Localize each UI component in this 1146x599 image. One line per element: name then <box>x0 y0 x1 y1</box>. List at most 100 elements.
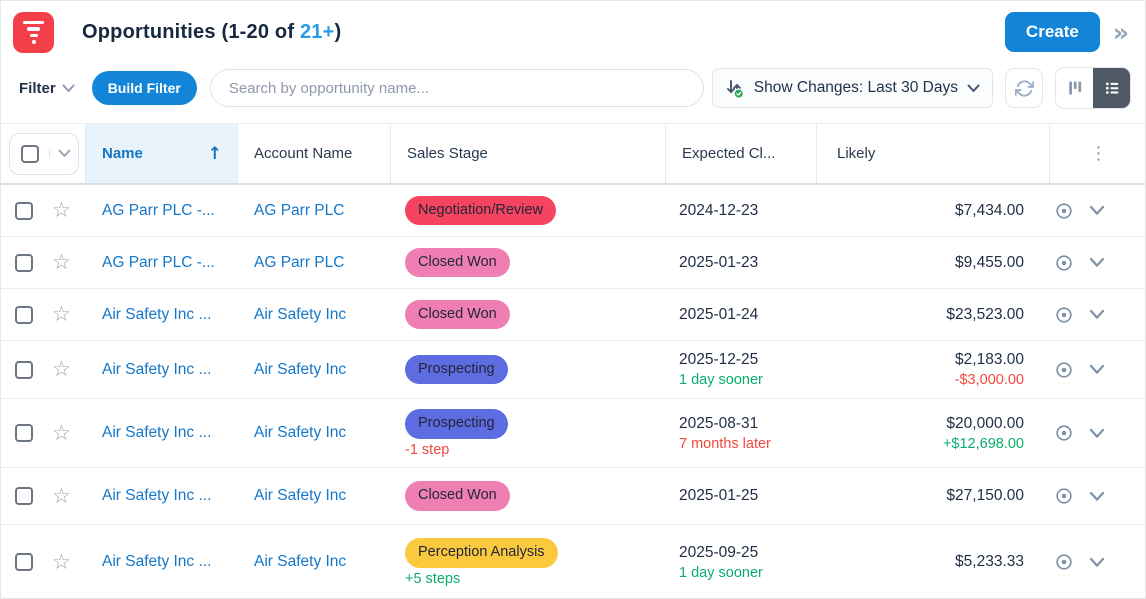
opportunity-name-link[interactable]: Air Safety Inc ... <box>102 424 212 441</box>
row-checkbox[interactable] <box>15 253 33 272</box>
account-name-link[interactable]: Air Safety Inc <box>254 424 347 441</box>
column-header-actions: ⋮ <box>1050 124 1145 183</box>
column-header-likely[interactable]: Likely <box>817 124 1050 183</box>
toolbar: Filter Build Filter Show Changes: Last 3… <box>1 66 1145 110</box>
kebab-menu-icon[interactable]: ⋮ <box>1089 143 1108 164</box>
row-expand-chevron-icon[interactable] <box>1089 428 1105 439</box>
row-expand-chevron-icon[interactable] <box>1089 309 1105 320</box>
column-header-account-name[interactable]: Account Name <box>238 124 391 183</box>
likely-amount: $2,183.00 <box>955 351 1024 369</box>
amount-change-note: -$3,000.00 <box>954 372 1024 389</box>
opportunity-name-link[interactable]: Air Safety Inc ... <box>102 305 212 323</box>
likely-amount: $27,150.00 <box>946 487 1024 504</box>
title-suffix: ) <box>334 20 342 43</box>
row-expand-chevron-icon[interactable] <box>1089 364 1105 375</box>
double-chevron-right-icon[interactable]: » <box>1112 17 1129 47</box>
table-row[interactable]: ☆ AG Parr PLC -... AG Parr PLC Closed Wo… <box>1 237 1145 289</box>
build-filter-button[interactable]: Build Filter <box>91 71 197 105</box>
row-checkbox[interactable] <box>15 201 33 220</box>
row-checkbox[interactable] <box>15 487 33 505</box>
table-header: Name ↑ Account Name Sales Stage Expected… <box>1 123 1145 185</box>
row-expand-chevron-icon[interactable] <box>1089 205 1105 216</box>
expected-close-date: 2025-09-25 <box>679 543 759 561</box>
sales-stage-badge: Perception Analysis <box>405 537 558 568</box>
chevron-down-icon <box>967 84 980 93</box>
filter-dropdown[interactable]: Filter <box>19 80 75 97</box>
star-icon[interactable]: ☆ <box>52 357 71 381</box>
opportunity-name-link[interactable]: Air Safety Inc ... <box>102 360 212 378</box>
account-name-link[interactable]: Air Safety Inc <box>254 305 347 323</box>
star-icon[interactable]: ☆ <box>52 483 71 508</box>
account-name-link[interactable]: AG Parr PLC <box>254 201 345 219</box>
sales-stage-badge: Prospecting <box>405 408 508 439</box>
title-text: Opportunities (1-20 of <box>82 20 300 43</box>
date-change-note: 1 day sooner <box>679 564 763 581</box>
table-row[interactable]: ☆ Air Safety Inc ... Air Safety Inc Perc… <box>1 525 1145 598</box>
likely-amount: $5,233.33 <box>955 553 1024 570</box>
amount-change-note: +$12,698.00 <box>942 435 1024 452</box>
preview-eye-icon[interactable] <box>1054 552 1074 572</box>
refresh-icon <box>1014 79 1034 98</box>
table-row[interactable]: ☆ Air Safety Inc ... Air Safety Inc Clos… <box>1 289 1145 341</box>
show-changes-dropdown[interactable]: Show Changes: Last 30 Days <box>711 68 993 108</box>
star-icon[interactable]: ☆ <box>52 302 71 326</box>
table-row[interactable]: ☆ Air Safety Inc ... Air Safety Inc Clos… <box>1 468 1145 525</box>
column-header-name[interactable]: Name ↑ <box>86 124 238 183</box>
date-change-note: 1 day sooner <box>679 372 763 389</box>
preview-eye-icon[interactable] <box>1054 201 1074 221</box>
row-checkbox[interactable] <box>15 360 33 379</box>
row-expand-chevron-icon[interactable] <box>1089 491 1105 502</box>
row-expand-chevron-icon[interactable] <box>1089 257 1105 268</box>
row-checkbox[interactable] <box>15 553 33 571</box>
opportunity-name-link[interactable]: Air Safety Inc ... <box>102 487 212 504</box>
likely-amount: $20,000.00 <box>946 414 1024 432</box>
stage-change-note: +5 steps <box>405 570 461 587</box>
chevron-down-icon <box>62 84 75 93</box>
expected-close-date: 2025-01-25 <box>679 487 759 504</box>
account-name-link[interactable]: AG Parr PLC <box>254 253 345 271</box>
likely-amount: $23,523.00 <box>946 305 1024 323</box>
table-row[interactable]: ☆ Air Safety Inc ... Air Safety Inc Pros… <box>1 399 1145 468</box>
preview-eye-icon[interactable] <box>1054 423 1074 443</box>
search-input[interactable] <box>209 69 704 107</box>
list-view-button[interactable] <box>1093 68 1130 108</box>
funnel-logo-icon[interactable] <box>13 11 54 53</box>
table-row[interactable]: ☆ Air Safety Inc ... Air Safety Inc Pros… <box>1 341 1145 399</box>
sales-stage-badge: Negotiation/Review <box>405 195 556 226</box>
select-all-checkbox[interactable] <box>20 144 39 163</box>
select-menu-chevron[interactable] <box>49 149 78 158</box>
sales-stage-badge: Closed Won <box>405 299 510 330</box>
kanban-view-button[interactable] <box>1056 68 1093 108</box>
sales-stage-badge: Prospecting <box>405 354 508 385</box>
likely-amount: $9,455.00 <box>955 253 1024 271</box>
account-name-link[interactable]: Air Safety Inc <box>254 360 347 378</box>
refresh-button[interactable] <box>1005 68 1043 108</box>
row-checkbox[interactable] <box>15 305 33 324</box>
view-toggle <box>1055 67 1131 109</box>
expected-close-date: 2025-01-23 <box>679 253 759 271</box>
create-button[interactable]: Create <box>1004 12 1100 52</box>
star-icon[interactable]: ☆ <box>52 420 71 445</box>
table-row[interactable]: ☆ AG Parr PLC -... AG Parr PLC Negotiati… <box>1 185 1145 237</box>
record-count[interactable]: 21+ <box>299 20 335 43</box>
preview-eye-icon[interactable] <box>1054 360 1074 380</box>
row-checkbox[interactable] <box>15 424 33 442</box>
star-icon[interactable]: ☆ <box>52 250 71 274</box>
sort-ascending-icon[interactable]: ↑ <box>207 143 222 164</box>
star-icon[interactable]: ☆ <box>52 549 71 574</box>
preview-eye-icon[interactable] <box>1054 305 1074 325</box>
opportunity-name-link[interactable]: Air Safety Inc ... <box>102 553 212 570</box>
column-header-sales-stage[interactable]: Sales Stage <box>391 124 666 183</box>
account-name-link[interactable]: Air Safety Inc <box>254 553 347 570</box>
opportunity-name-link[interactable]: AG Parr PLC -... <box>102 201 215 219</box>
preview-eye-icon[interactable] <box>1054 253 1074 273</box>
select-all-control <box>9 132 79 175</box>
row-expand-chevron-icon[interactable] <box>1089 557 1105 568</box>
column-header-expected-close[interactable]: Expected Cl... <box>666 124 817 183</box>
account-name-link[interactable]: Air Safety Inc <box>254 487 347 504</box>
filter-label: Filter <box>19 79 56 97</box>
preview-eye-icon[interactable] <box>1054 486 1074 506</box>
opportunity-name-link[interactable]: AG Parr PLC -... <box>102 253 215 271</box>
star-icon[interactable]: ☆ <box>52 198 71 222</box>
